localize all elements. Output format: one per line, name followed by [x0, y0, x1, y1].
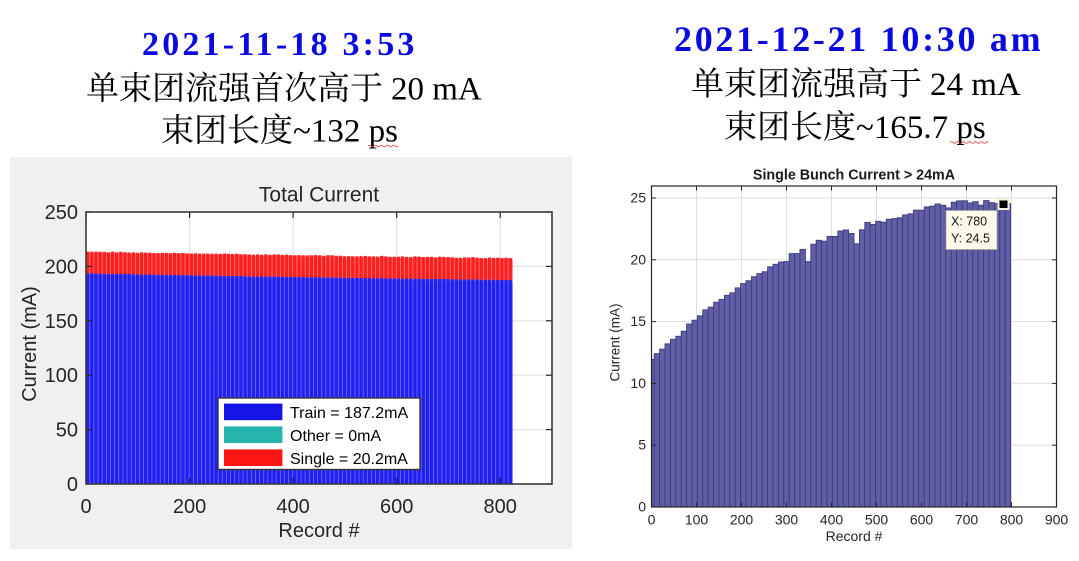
- svg-text:Single Bunch Current > 24mA: Single Bunch Current > 24mA: [753, 168, 955, 184]
- svg-text:Record #: Record #: [278, 520, 360, 542]
- svg-text:150: 150: [45, 311, 78, 333]
- svg-text:20 mA: 20 mA: [391, 72, 482, 108]
- svg-text:800: 800: [1000, 512, 1024, 528]
- svg-text:600: 600: [910, 512, 934, 528]
- svg-text:250: 250: [45, 202, 78, 224]
- svg-text:15: 15: [630, 313, 646, 329]
- svg-text:~165.7 ps: ~165.7 ps: [856, 110, 986, 146]
- svg-text:25: 25: [630, 190, 646, 206]
- svg-text:2021-12-21 10:30 am: 2021-12-21 10:30 am: [674, 19, 1043, 59]
- svg-text:24 mA: 24 mA: [930, 67, 1021, 103]
- svg-text:Total Current: Total Current: [259, 184, 379, 207]
- svg-text:20: 20: [630, 251, 646, 267]
- svg-text:2021-11-18 3:53: 2021-11-18 3:53: [142, 26, 418, 63]
- svg-text:Current (mA): Current (mA): [608, 303, 623, 381]
- svg-text:500: 500: [865, 512, 889, 528]
- svg-text:0: 0: [648, 512, 656, 528]
- svg-text:400: 400: [820, 512, 844, 528]
- svg-text:600: 600: [380, 496, 413, 518]
- svg-text:Train = 187.2mA: Train = 187.2mA: [290, 405, 408, 422]
- svg-text:X: 780: X: 780: [951, 215, 987, 229]
- svg-text:700: 700: [955, 512, 979, 528]
- svg-text:10: 10: [630, 375, 646, 391]
- svg-text:100: 100: [45, 365, 78, 387]
- svg-text:200: 200: [730, 512, 754, 528]
- svg-text:Single = 20.2mA: Single = 20.2mA: [290, 451, 408, 468]
- svg-text:100: 100: [685, 512, 709, 528]
- svg-text:~132 ps: ~132 ps: [293, 114, 398, 150]
- svg-text:Y: 24.5: Y: 24.5: [951, 232, 990, 246]
- svg-text:Other = 0mA: Other = 0mA: [290, 428, 381, 445]
- svg-text:Record #: Record #: [826, 528, 883, 544]
- svg-text:0: 0: [80, 496, 91, 518]
- svg-text:Current (mA): Current (mA): [19, 286, 41, 402]
- svg-text:300: 300: [775, 512, 799, 528]
- svg-text:200: 200: [45, 256, 78, 278]
- svg-text:0: 0: [67, 474, 78, 496]
- svg-text:5: 5: [638, 437, 646, 453]
- svg-text:800: 800: [484, 496, 517, 518]
- svg-text:200: 200: [173, 496, 206, 518]
- svg-text:0: 0: [638, 499, 646, 515]
- svg-text:900: 900: [1045, 512, 1069, 528]
- svg-text:400: 400: [276, 496, 309, 518]
- svg-text:50: 50: [56, 420, 78, 442]
